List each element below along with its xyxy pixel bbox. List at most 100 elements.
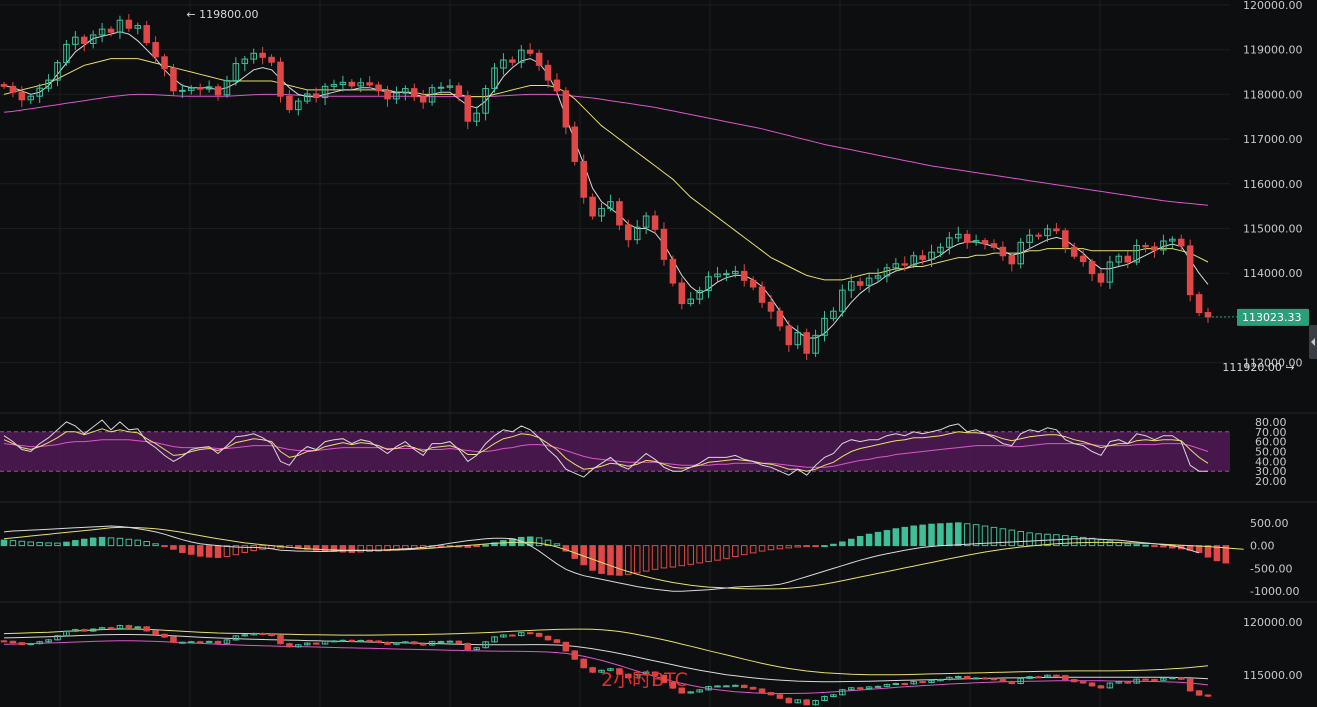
macd-histogram-bar [152, 543, 159, 547]
overlay-candle-body [1204, 694, 1212, 697]
macd-histogram-bar [214, 545, 222, 558]
overlay-candle-body [205, 640, 213, 643]
overlay-candle-body [812, 700, 819, 706]
candle-body [901, 263, 909, 266]
candle-body [1008, 255, 1016, 265]
candle-body [1070, 246, 1078, 257]
macd-histogram-bar [758, 545, 766, 552]
overlay-candle-body [339, 639, 347, 642]
overlay-candle-body [72, 629, 79, 632]
scroll-handle[interactable] [1309, 325, 1317, 359]
overlay-candle-body [1008, 681, 1016, 685]
candle-body [714, 273, 721, 278]
overlay-candle-body [509, 634, 516, 637]
candle-body [1151, 246, 1158, 251]
macd-histogram-bar [937, 523, 944, 547]
macd-histogram-bar [223, 545, 231, 558]
macd-histogram-bar [767, 545, 775, 551]
overlay-candle-body [410, 641, 418, 645]
overlay-candle-body [651, 671, 659, 676]
macd-histogram-bar [776, 545, 784, 550]
candle-body [36, 87, 43, 97]
candle-body [972, 240, 980, 243]
candle-body [455, 85, 463, 97]
overlay-candle-body [295, 644, 302, 648]
overlay-candle-body [633, 674, 641, 679]
overlay-candle-body [963, 675, 971, 679]
overlay-candle-body [321, 640, 329, 645]
candle-body [410, 88, 418, 98]
overlay-candle-body [402, 641, 409, 644]
candle-body [161, 56, 168, 69]
candle-body [1195, 294, 1203, 314]
candle-body [98, 28, 106, 36]
overlay-candle-body [357, 639, 365, 642]
rsi-panel [0, 419, 1230, 478]
low-price-annotation: 111920.00 → [1222, 361, 1294, 374]
overlay-candle-body [892, 683, 900, 686]
price-tick-label: 112000.00 [1243, 357, 1303, 370]
macd-histogram-bar [589, 545, 596, 571]
candle-body [116, 19, 124, 33]
overlay-candle-body [446, 640, 454, 643]
overlay-candle-body [687, 691, 694, 694]
candle-body [223, 80, 231, 96]
overlay-candle-body [98, 627, 106, 630]
overlay-candle-body [571, 650, 579, 660]
overlay-candle-body [428, 641, 436, 646]
macd-line [3, 525, 1200, 592]
overlay-candle-body [785, 697, 793, 704]
candle-body [482, 88, 489, 114]
macd-histogram-bar [1017, 530, 1024, 547]
overlay-candle-body [856, 687, 864, 690]
candle-body [990, 243, 998, 248]
candle-body [286, 95, 293, 111]
overlay-candle-body [732, 684, 739, 687]
macd-histogram-bar [1160, 545, 1167, 548]
overlay-candle-body [696, 689, 703, 693]
macd-histogram-bar [821, 545, 828, 548]
candle-body [81, 36, 88, 44]
overlay-candle-body [1035, 676, 1042, 679]
price-tick-label: 120000.00 [1243, 0, 1303, 12]
macd-histogram-bar [1062, 535, 1069, 547]
macd-histogram-bar [170, 545, 177, 550]
overlay-candle-body [544, 635, 552, 641]
macd-histogram-bar [27, 541, 35, 547]
macd-histogram-bar [553, 543, 561, 547]
candle-body [1142, 244, 1149, 248]
macd-histogram-bar [714, 545, 721, 561]
candle-body [72, 36, 79, 45]
candle-body [1044, 228, 1051, 237]
macd-histogram-bar [1026, 532, 1033, 547]
candle-body [821, 317, 828, 336]
overlay-candle-body [241, 634, 249, 637]
overlay-candle-body [625, 673, 632, 679]
macd-histogram-bar [1213, 545, 1221, 562]
overlay-candle-body [286, 643, 293, 648]
macd-histogram-bar [1070, 536, 1078, 547]
macd-histogram-bar [63, 541, 70, 547]
overlay-candle-body [330, 640, 338, 643]
macd-histogram-bar [919, 524, 926, 547]
candle-body [1017, 241, 1024, 265]
overlay-candle-body [1133, 678, 1140, 684]
candle-body [232, 63, 240, 82]
candle-body [749, 279, 757, 288]
overlay-candle-body [642, 671, 650, 676]
overlay-candle-body [375, 640, 382, 643]
macd-histogram-bar [687, 545, 694, 565]
macd-histogram-bar [892, 528, 900, 547]
overlay-candle-body [1115, 681, 1123, 684]
candle-body [767, 301, 775, 312]
macd-tick-label: -1000.00 [1250, 585, 1299, 598]
candle-body [1053, 228, 1060, 232]
overlay-candle-body [1079, 681, 1087, 684]
candle-body [196, 87, 204, 90]
candle-body [1160, 240, 1167, 251]
overlay-candle-body [500, 634, 507, 638]
overlay-candle-body [232, 635, 240, 641]
candle-body [250, 52, 257, 60]
macd-histogram-bar [81, 538, 88, 547]
